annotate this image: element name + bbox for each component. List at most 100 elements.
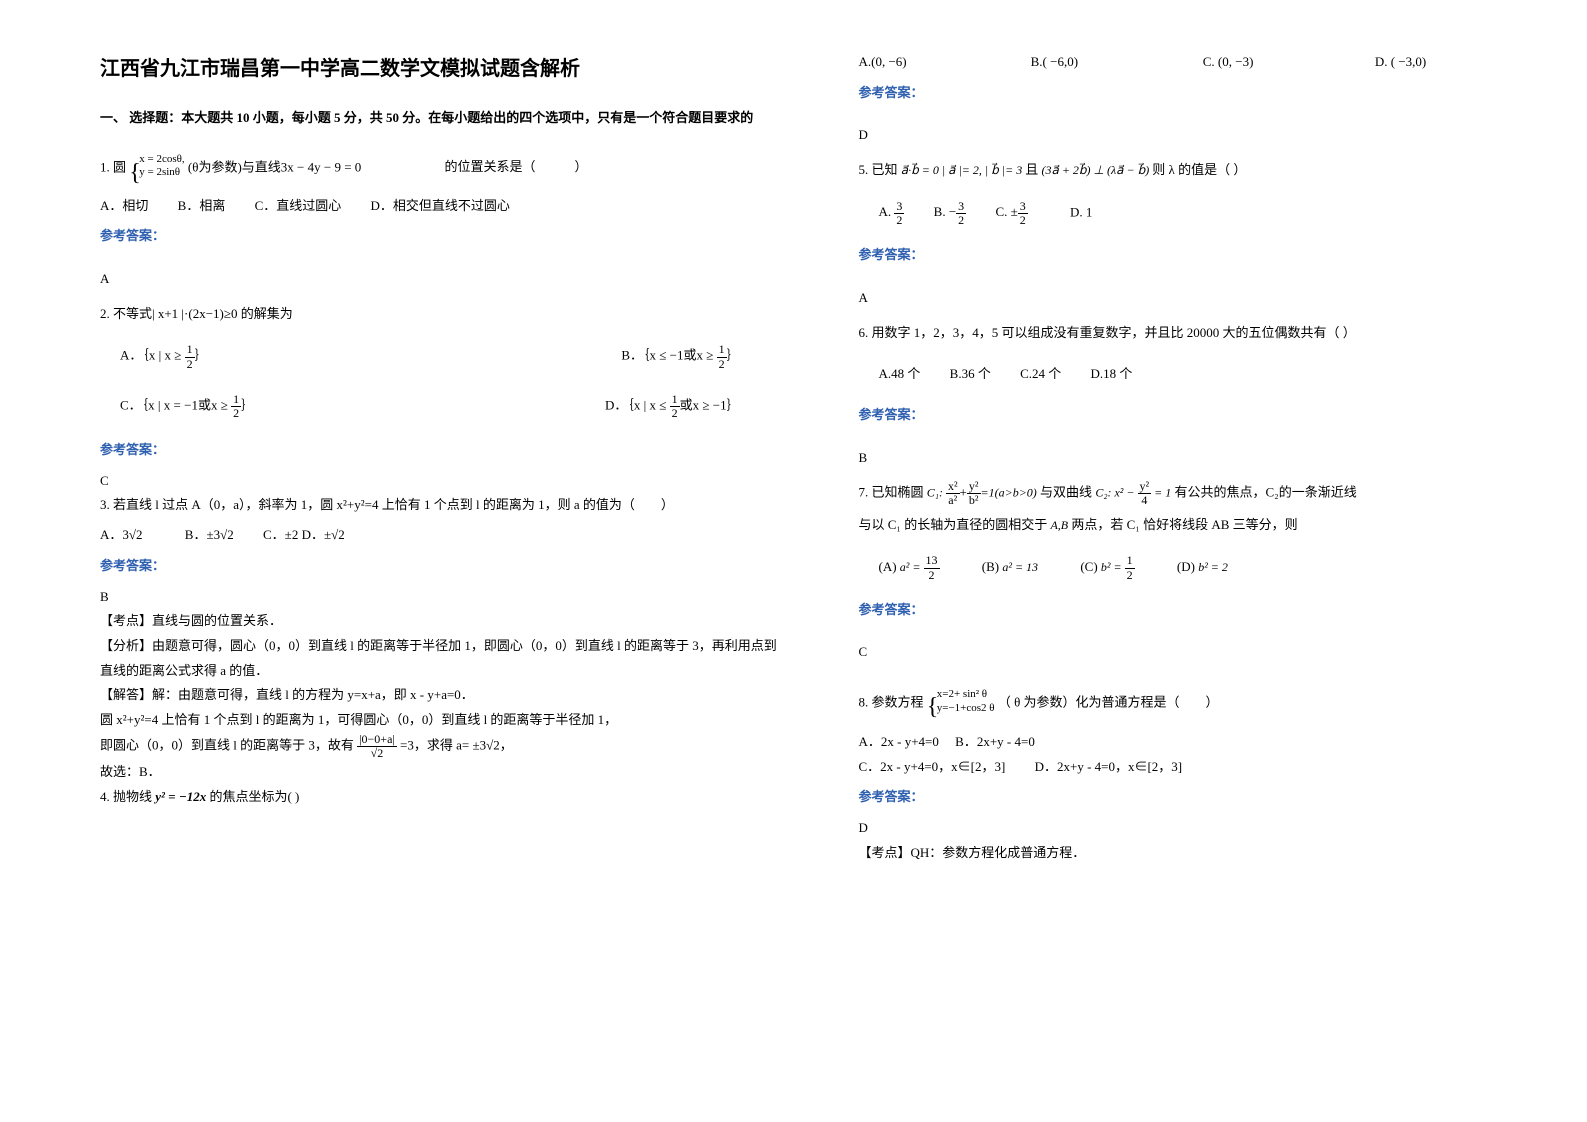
q2-answer: C [100, 469, 789, 494]
q3-distance-frac: |0−0+a|√2 [357, 733, 397, 760]
q7-suf: 有公共的焦点，C₂的一条渐近线 [1174, 485, 1356, 500]
answer-label: 参考答案： [100, 224, 789, 249]
q3-opt-b: B．±3√2 [185, 527, 234, 542]
q5-options: A. 32 B. −32 C. ±32 D. 1 [879, 200, 1548, 227]
q8-opt-a: A．2x - y+4=0 [859, 734, 939, 749]
q3-opt-d: D．±√2 [302, 527, 345, 542]
q7-line2: 与以 C₁ 的长轴为直径的圆相交于 A,B 两点，若 C₁ 恰好将线段 AB 三… [859, 513, 1548, 538]
q2-c-suf: ｝ [241, 397, 254, 412]
answer-label: 参考答案： [859, 81, 1548, 106]
q4-opt-c: C. (0, −3) [1203, 50, 1375, 75]
q2-a-pre: A．｛ [120, 348, 149, 363]
q5-c-pre: C. [995, 204, 1010, 219]
q5-b-pre: B. [934, 204, 949, 219]
q1-options: A．相切 B．相离 C．直线过圆心 D．相交但直线不过圆心 [100, 194, 789, 219]
q2-d-suf: ｝ [727, 397, 740, 412]
q1-suffix: 的位置关系是（ ） [445, 159, 588, 174]
q5-opt-c: C. ±32 [995, 204, 1027, 219]
q4-pre: 4. 抛物线 [100, 789, 155, 804]
answer-label: 参考答案： [100, 554, 789, 579]
q8-param-formula: { x=2+ sin² θy=−1+cos2 θ [927, 687, 995, 720]
q2-d-pre: D．｛ [605, 397, 634, 412]
q4-answer: D [859, 123, 1548, 148]
q3-exp6: 故选：B． [100, 760, 789, 785]
q2-a-mid: x | x ≥ [149, 348, 185, 363]
q1-answer: A [100, 267, 789, 292]
question-7: 7. 已知椭圆 C₁: x²a²+y²b²=1(a>b>0) 与双曲线 C₂: … [859, 480, 1548, 507]
q5-answer: A [859, 286, 1548, 311]
q8-pre: 8. 参数方程 [859, 695, 924, 710]
q3-options: A．3√2 B．±3√2 C．±2 D．±√2 [100, 523, 789, 548]
q7-mid: 与双曲线 [1040, 485, 1095, 500]
question-8: 8. 参数方程 { x=2+ sin² θy=−1+cos2 θ （ θ 为参数… [859, 687, 1548, 720]
q6-opt-a: A.48 个 [879, 366, 921, 381]
q2-row-ab: A．｛x | x ≥ 12｝ B．｛x ≤ −1或x ≥ 12｝ [120, 343, 740, 370]
q2-row-cd: C．｛x | x = −1或x ≥ 12｝ D．｛x | x ≤ 12或x ≥ … [120, 393, 740, 420]
q5-opt-b: B. −32 [934, 204, 967, 219]
q3-exp1: 【考点】直线与圆的位置关系． [100, 609, 789, 634]
section-header: 一、 选择题：本大题共 10 小题，每小题 5 分，共 50 分。在每小题给出的… [100, 106, 789, 131]
q2-opt-d: D．｛x | x ≤ 12或x ≥ −1｝ [605, 393, 740, 420]
q8-row-cd: C．2x - y+4=0，x∈[2，3] D．2x+y - 4=0，x∈[2，3… [859, 755, 1548, 780]
q3-exp5: 即圆心（0，0）到直线 l 的距离等于 3，故有 |0−0+a|√2 =3，求得… [100, 733, 789, 760]
q2-d-mid2: 或x ≥ −1 [680, 397, 727, 412]
q2-a-suf: ｝ [195, 348, 208, 363]
q8-opt-c: C．2x - y+4=0，x∈[2，3] [859, 759, 1006, 774]
q1-param-formula: { x = 2cosθ,y = 2sinθ [129, 153, 184, 184]
q1-opt-b: B．相离 [178, 198, 226, 213]
q8-suf: （ θ 为参数）化为普通方程是（ ） [998, 695, 1219, 710]
q4-opt-a: A.(0, −6) [859, 50, 1031, 75]
q7-l2-suf: 两点，若 C₁ 恰好将线段 AB 三等分，则 [1071, 517, 1297, 532]
q4-suf: 的焦点坐标为( ) [209, 789, 299, 804]
answer-label: 参考答案： [100, 438, 789, 463]
q8-opt-d: D．2x+y - 4=0，x∈[2，3] [1035, 759, 1183, 774]
q2-c-mid: x | x = −1或x ≥ [148, 397, 231, 412]
q2-c-pre: C．｛ [120, 397, 148, 412]
q7-l2-pre: 与以 C₁ 的长轴为直径的圆相交于 [859, 517, 1051, 532]
q7-d-pre: (D) [1177, 559, 1198, 574]
q2-b-pre: B．｛ [621, 348, 649, 363]
q3-exp3: 【解答】解：由题意可得，直线 l 的方程为 y=x+a，即 x - y+a=0． [100, 683, 789, 708]
q2-d-mid: x | x ≤ [634, 397, 670, 412]
q8-row-ab: A．2x - y+4=0 B．2x+y - 4=0 [859, 730, 1548, 755]
q3-exp4: 圆 x²+y²=4 上恰有 1 个点到 l 的距离为 1，可得圆心（0，0）到直… [100, 708, 789, 733]
q5-mid2: 且 [1025, 162, 1038, 177]
q3-exp5-suf: =3，求得 a= ±3√2， [400, 737, 513, 752]
q7-opt-b: (B) a² = 13 [982, 559, 1038, 574]
q7-opt-d: (D) b² = 2 [1177, 559, 1228, 574]
q5-d-val: 1 [1086, 204, 1093, 219]
question-4: 4. 抛物线 y² = −12x 的焦点坐标为( ) [100, 785, 789, 810]
q7-b-val: a² = 13 [1002, 560, 1038, 574]
q5-opt-d: D. 1 [1070, 204, 1092, 219]
q1-opt-a: A．相切 [100, 198, 148, 213]
q3-opt-a: A．3√2 [100, 527, 143, 542]
q8-answer: D [859, 816, 1548, 841]
q1-opt-d: D．相交但直线不过圆心 [371, 198, 510, 213]
q2-opt-a: A．｛x | x ≥ 12｝ [120, 343, 208, 370]
q5-pre: 5. 已知 [859, 162, 898, 177]
q7-pre: 7. 已知椭圆 [859, 485, 927, 500]
q2-b-suf: ｝ [727, 348, 740, 363]
q1-prefix: 1. 圆 [100, 159, 126, 174]
answer-label: 参考答案： [859, 243, 1548, 268]
q1-opt-c: C．直线过圆心 [255, 198, 342, 213]
q6-opt-d: D.18 个 [1091, 366, 1133, 381]
q5-mid4: 则 λ [1152, 162, 1175, 177]
q7-l2-mid: A,B [1050, 518, 1068, 532]
q3-answer: B [100, 585, 789, 610]
q5-suf: 的值是（ ） [1178, 162, 1246, 177]
question-1: 1. 圆 { x = 2cosθ,y = 2sinθ (θ为参数)与直线3x −… [100, 153, 789, 184]
q5-a-pre: A. [879, 204, 895, 219]
q8-exp1: 【考点】QH：参数方程化成普通方程． [859, 841, 1548, 866]
q1-line-eq: (θ为参数)与直线3x − 4y − 9 = 0 [188, 159, 361, 174]
q3-exp2: 【分析】由题意可得，圆心（0，0）到直线 l 的距离等于半径加 1，即圆心（0，… [100, 634, 789, 683]
q7-opt-c: (C) b² = 12 [1080, 559, 1134, 574]
q7-answer: C [859, 640, 1548, 665]
q3-opt-c: C．±2 [263, 527, 298, 542]
answer-label: 参考答案： [859, 403, 1548, 428]
q6-options: A.48 个 B.36 个 C.24 个 D.18 个 [879, 362, 1548, 387]
q4-opt-d: D. ( −3,0) [1375, 50, 1547, 75]
question-3: 3. 若直线 l 过点 A（0，a），斜率为 1，圆 x²+y²=4 上恰有 1… [100, 493, 789, 518]
q6-answer: B [859, 446, 1548, 471]
q6-opt-c: C.24 个 [1020, 366, 1061, 381]
